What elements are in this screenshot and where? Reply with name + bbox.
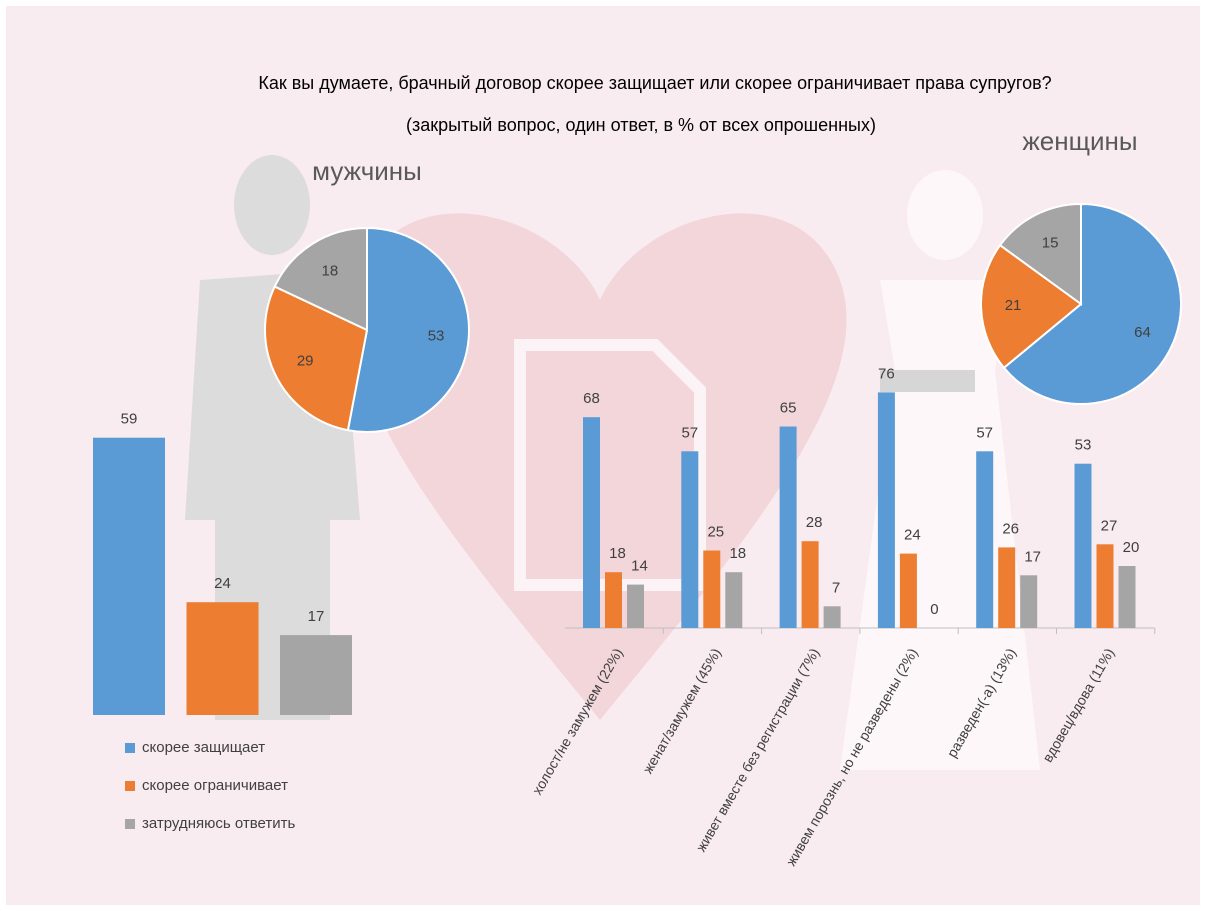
bar: [703, 550, 721, 628]
pie-slice: [264, 285, 369, 432]
bar: [998, 547, 1016, 628]
subtitle: (закрытый вопрос, один ответ, в % от все…: [406, 115, 876, 135]
pie-slice: [980, 243, 1083, 370]
bar: [605, 572, 622, 628]
bar: [681, 451, 699, 628]
legend-label: скорее защищает: [142, 739, 265, 756]
legend-swatch: [125, 781, 135, 791]
data-label: 24: [214, 575, 231, 592]
data-label: 65: [780, 399, 797, 416]
bar: [779, 426, 797, 628]
data-label: 26: [1002, 520, 1019, 537]
belt: [880, 370, 975, 392]
data-label: 28: [806, 514, 823, 531]
legend-swatch: [125, 819, 135, 829]
data-label: 68: [583, 390, 600, 407]
data-label: 53: [428, 327, 445, 344]
data-label: 24: [904, 527, 921, 544]
bar: [1096, 544, 1114, 628]
document-icon: [514, 339, 706, 591]
bar: [583, 417, 600, 628]
data-label: 17: [308, 608, 325, 625]
bar: [725, 572, 743, 628]
data-label: 18: [321, 262, 338, 279]
pie-title: мужчины: [312, 156, 422, 186]
data-label: 15: [1042, 234, 1059, 251]
bar: [801, 541, 819, 628]
data-label: 18: [729, 545, 746, 562]
data-label: 21: [1005, 297, 1022, 314]
bar: [823, 606, 841, 628]
bar: [627, 584, 644, 628]
legend-label: затрудняюсь ответить: [142, 815, 295, 832]
pie-slice: [346, 226, 470, 433]
data-label: 53: [1075, 437, 1092, 454]
data-label: 14: [631, 558, 648, 575]
pie-slice: [273, 226, 368, 332]
data-label: 57: [976, 424, 993, 441]
bar: [1020, 575, 1038, 628]
data-label: 76: [878, 365, 895, 382]
data-label: 18: [609, 545, 626, 562]
data-label: 57: [681, 424, 698, 441]
data-label: 27: [1101, 517, 1118, 534]
legend-swatch: [125, 743, 135, 753]
pie-slice: [998, 202, 1082, 306]
woman-silhouette: [840, 170, 1040, 770]
bar: [976, 451, 994, 628]
data-label: 29: [297, 352, 314, 369]
pie-title: женщины: [1022, 126, 1137, 156]
bar: [186, 602, 259, 715]
data-label: 0: [930, 601, 938, 618]
data-label: 59: [121, 411, 138, 428]
data-label: 20: [1123, 539, 1140, 556]
pie-slice: [1002, 202, 1182, 405]
title: Как вы думаете, брачный договор скорее з…: [258, 73, 1051, 93]
bar: [877, 392, 895, 628]
bar: [93, 437, 165, 715]
legend-label: скорее ограничивает: [142, 777, 288, 794]
data-label: 64: [1134, 324, 1151, 341]
data-label: 7: [832, 579, 840, 596]
bar: [1118, 566, 1136, 628]
data-label: 25: [707, 523, 724, 540]
bar: [1074, 463, 1092, 628]
data-label: 17: [1024, 548, 1041, 565]
bar: [280, 635, 352, 715]
bar: [899, 553, 917, 628]
